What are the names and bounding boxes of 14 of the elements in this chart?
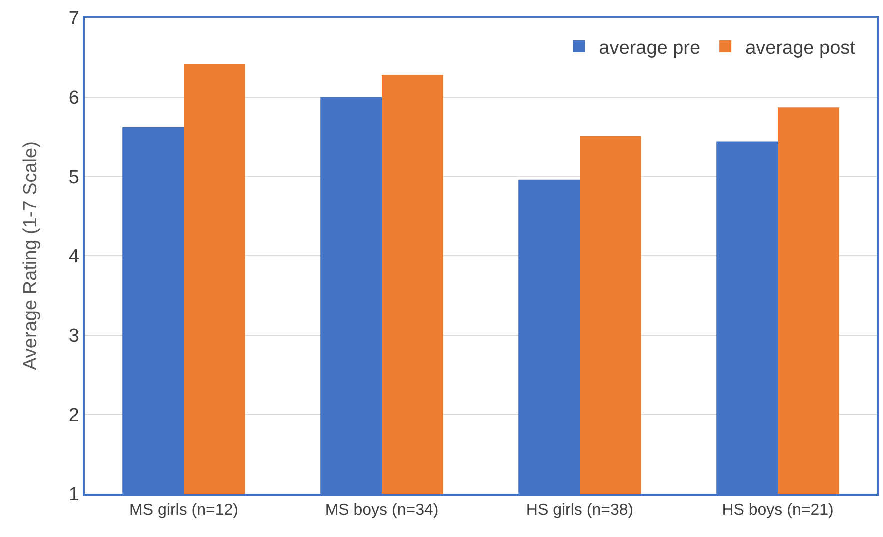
- y-tick-label: 6: [68, 88, 80, 109]
- x-tick-label: HS boys (n=21): [722, 502, 834, 519]
- y-tick-label: 1: [68, 484, 80, 506]
- x-tick-label: HS girls (n=38): [526, 502, 634, 519]
- x-tick-label: MS girls (n=12): [130, 502, 238, 519]
- y-tick-label: 5: [68, 167, 80, 188]
- y-tick-label: 7: [68, 8, 80, 30]
- y-axis-title: Average Rating (1-7 Scale): [20, 142, 42, 370]
- legend-label: average post: [746, 38, 856, 59]
- x-tick-label: MS boys (n=34): [325, 502, 439, 519]
- legend-label: average pre: [599, 38, 701, 59]
- y-tick-label: 2: [68, 405, 80, 426]
- y-tick-label: 4: [68, 246, 80, 268]
- y-tick-label: 3: [68, 326, 80, 347]
